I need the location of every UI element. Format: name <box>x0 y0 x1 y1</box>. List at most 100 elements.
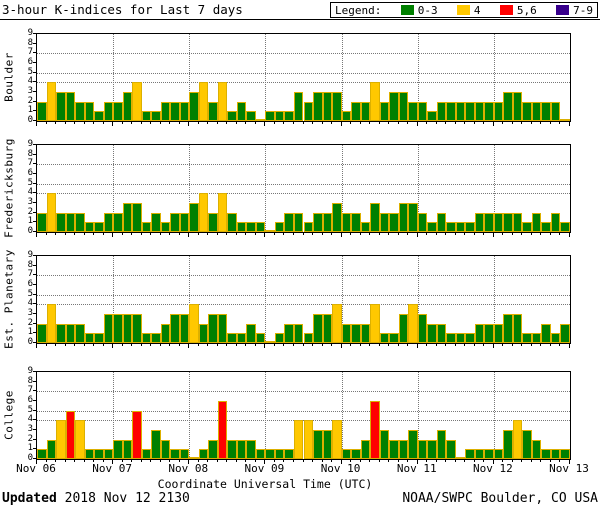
x-tick <box>64 460 66 462</box>
x-tick <box>340 460 342 464</box>
k-index-bar <box>246 111 256 121</box>
k-index-bar <box>198 82 209 121</box>
k-index-bar <box>284 323 294 343</box>
x-tick <box>121 460 123 462</box>
x-tick <box>188 122 190 126</box>
gridline-k4 <box>37 82 570 84</box>
k-index-bar <box>65 92 76 121</box>
k-index-bar <box>351 323 361 343</box>
x-tick <box>302 233 304 235</box>
x-tick <box>235 122 237 124</box>
x-tick <box>340 344 342 348</box>
x-tick <box>321 233 323 235</box>
x-tick <box>540 344 542 346</box>
k-index-bar <box>103 101 114 121</box>
x-tick <box>121 122 123 124</box>
y-tick-label: 4 <box>27 298 33 309</box>
legend-swatch-1 <box>456 5 470 15</box>
k-index-bar <box>170 212 180 232</box>
gridline-day <box>265 256 267 343</box>
k-index-bar <box>332 420 342 459</box>
k-index-bar <box>493 323 504 343</box>
y-tick-label: 7 <box>27 385 33 396</box>
k-index-bar <box>75 420 85 459</box>
x-tick <box>492 122 494 126</box>
k-index-bar <box>408 101 418 121</box>
k-index-bar <box>94 111 104 121</box>
k-index-bar <box>484 449 494 459</box>
x-tick <box>540 122 542 124</box>
gridline-day <box>265 34 267 121</box>
y-tick-label: 9 <box>27 28 33 38</box>
x-tick <box>283 460 285 462</box>
y-tick-label: 1 <box>27 327 33 338</box>
y-tick-label: 7 <box>27 158 33 169</box>
x-tick <box>64 344 66 346</box>
x-tick <box>426 233 428 235</box>
x-tick <box>340 233 342 237</box>
k-index-bar <box>160 439 171 459</box>
y-tick-label: 6 <box>27 279 33 289</box>
k-index-bar <box>389 439 399 459</box>
y-tick <box>33 91 36 92</box>
x-tick <box>483 344 485 346</box>
k-index-bar <box>65 212 76 232</box>
x-tick <box>312 233 314 235</box>
x-tick <box>159 460 161 462</box>
gridline-k5 <box>37 183 570 185</box>
x-tick <box>350 344 352 346</box>
x-tick <box>530 122 532 124</box>
y-tick <box>33 221 36 223</box>
y-tick <box>33 264 36 266</box>
k-index-bar <box>560 119 570 121</box>
y-tick <box>33 52 36 54</box>
x-tick <box>416 233 418 237</box>
k-index-bar <box>303 333 314 343</box>
k-index-bar <box>274 449 285 459</box>
k-index-bar <box>293 92 304 121</box>
k-index-bar <box>189 457 199 459</box>
k-index-bar <box>246 323 256 343</box>
x-tick <box>340 122 342 126</box>
legend-swatch-3 <box>556 5 570 15</box>
x-tick <box>102 344 104 346</box>
k-index-bar <box>227 333 237 343</box>
k-index-bar <box>408 430 418 459</box>
x-tick <box>378 460 380 462</box>
gridline-day <box>493 145 495 232</box>
x-tick <box>292 122 294 124</box>
x-tick <box>511 460 513 462</box>
x-tick <box>264 122 266 126</box>
x-tick <box>178 460 180 462</box>
y-tick-label: 3 <box>27 86 33 96</box>
x-tick <box>93 460 95 462</box>
x-tick <box>55 233 57 235</box>
k-index-bar <box>113 212 123 232</box>
gridline-k5 <box>37 72 570 74</box>
x-tick <box>569 344 570 348</box>
k-index-bar <box>246 222 256 232</box>
x-tick <box>464 122 466 124</box>
k-index-bar <box>56 92 66 121</box>
x-tick <box>169 122 171 124</box>
k-index-bar <box>322 430 333 459</box>
y-tick-label: 1 <box>27 443 33 454</box>
y-tick-label: 0 <box>27 115 33 125</box>
k-index-bar <box>446 222 456 232</box>
x-tick <box>292 344 294 346</box>
x-tick <box>45 233 47 235</box>
x-tick <box>388 344 390 346</box>
y-tick-label: 5 <box>27 288 33 299</box>
legend-item-label: 7-9 <box>573 3 593 17</box>
k-index-bar <box>455 457 466 459</box>
legend-item: 0-3 <box>400 4 438 17</box>
y-tick-label: 7 <box>27 47 33 58</box>
x-tick <box>445 344 447 346</box>
k-index-bar <box>484 323 494 343</box>
y-tick-label: 1 <box>27 216 33 227</box>
k-index-bar <box>265 449 275 459</box>
station-label-text: College <box>2 389 16 440</box>
k-index-bar <box>322 212 333 232</box>
x-tick <box>273 233 275 235</box>
k-index-bar <box>541 323 551 343</box>
